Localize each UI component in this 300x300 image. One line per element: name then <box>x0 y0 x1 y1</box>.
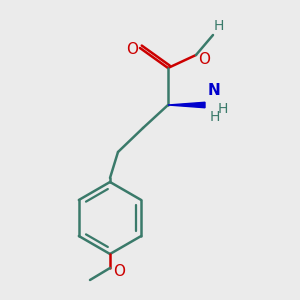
Text: H: H <box>210 110 220 124</box>
Text: H: H <box>214 19 224 33</box>
Text: N: N <box>208 83 221 98</box>
Text: H: H <box>218 102 228 116</box>
Text: O: O <box>126 43 138 58</box>
Text: O: O <box>198 52 210 67</box>
Text: O: O <box>113 265 125 280</box>
Polygon shape <box>168 102 205 108</box>
